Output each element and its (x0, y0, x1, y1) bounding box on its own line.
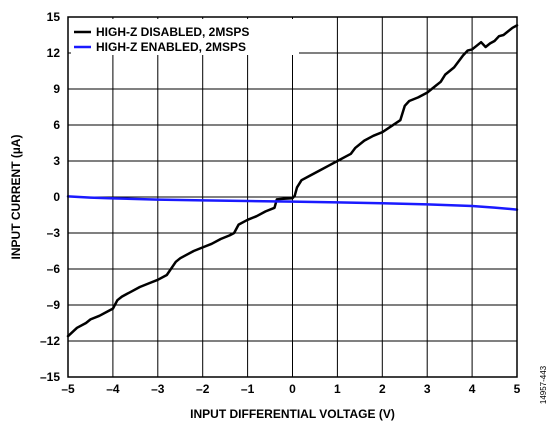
y-axis-title: INPUT CURRENT (µA) (9, 135, 23, 260)
series-line-1 (66, 195, 519, 211)
y-tick-label-1: –12 (40, 334, 60, 348)
figure-id: 14957-443 (539, 365, 548, 404)
y-tick-label-4: –3 (47, 226, 61, 240)
x-tick-label-3: –2 (196, 382, 210, 396)
legend: HIGH-Z DISABLED, 2MSPS HIGH-Z ENABLED, 2… (71, 19, 299, 55)
x-tick-label-5: 0 (289, 382, 296, 396)
x-tick-label-10: 5 (514, 382, 521, 396)
x-tick-label-6: 1 (334, 382, 341, 396)
y-tick-label-6: 3 (53, 154, 60, 168)
x-tick-label-1: –4 (106, 382, 120, 396)
legend-label-disabled: HIGH-Z DISABLED, 2MSPS (96, 25, 249, 39)
y-tick-label-7: 6 (53, 118, 60, 132)
y-tick-label-9: 12 (47, 46, 61, 60)
series-line-0 (66, 24, 519, 338)
x-tick-label-7: 2 (379, 382, 386, 396)
y-tick-label-5: 0 (53, 190, 60, 204)
x-tick-label-0: –5 (61, 382, 75, 396)
y-tick-label-3: –6 (47, 262, 61, 276)
y-tick-label-0: –15 (40, 370, 60, 384)
plot-frame (67, 16, 518, 378)
y-tick-label-2: –9 (47, 298, 61, 312)
y-tick-label-10: 15 (47, 10, 61, 24)
series-lines (66, 24, 519, 338)
x-tick-label-4: –1 (241, 382, 255, 396)
x-axis-title: INPUT DIFFERENTIAL VOLTAGE (V) (190, 407, 395, 421)
x-tick-label-2: –3 (151, 382, 165, 396)
x-tick-label-9: 4 (469, 382, 476, 396)
x-tick-label-8: 3 (424, 382, 431, 396)
legend-label-enabled: HIGH-Z ENABLED, 2MSPS (96, 40, 246, 54)
y-tick-label-8: 9 (53, 82, 60, 96)
legend-background (71, 19, 299, 55)
